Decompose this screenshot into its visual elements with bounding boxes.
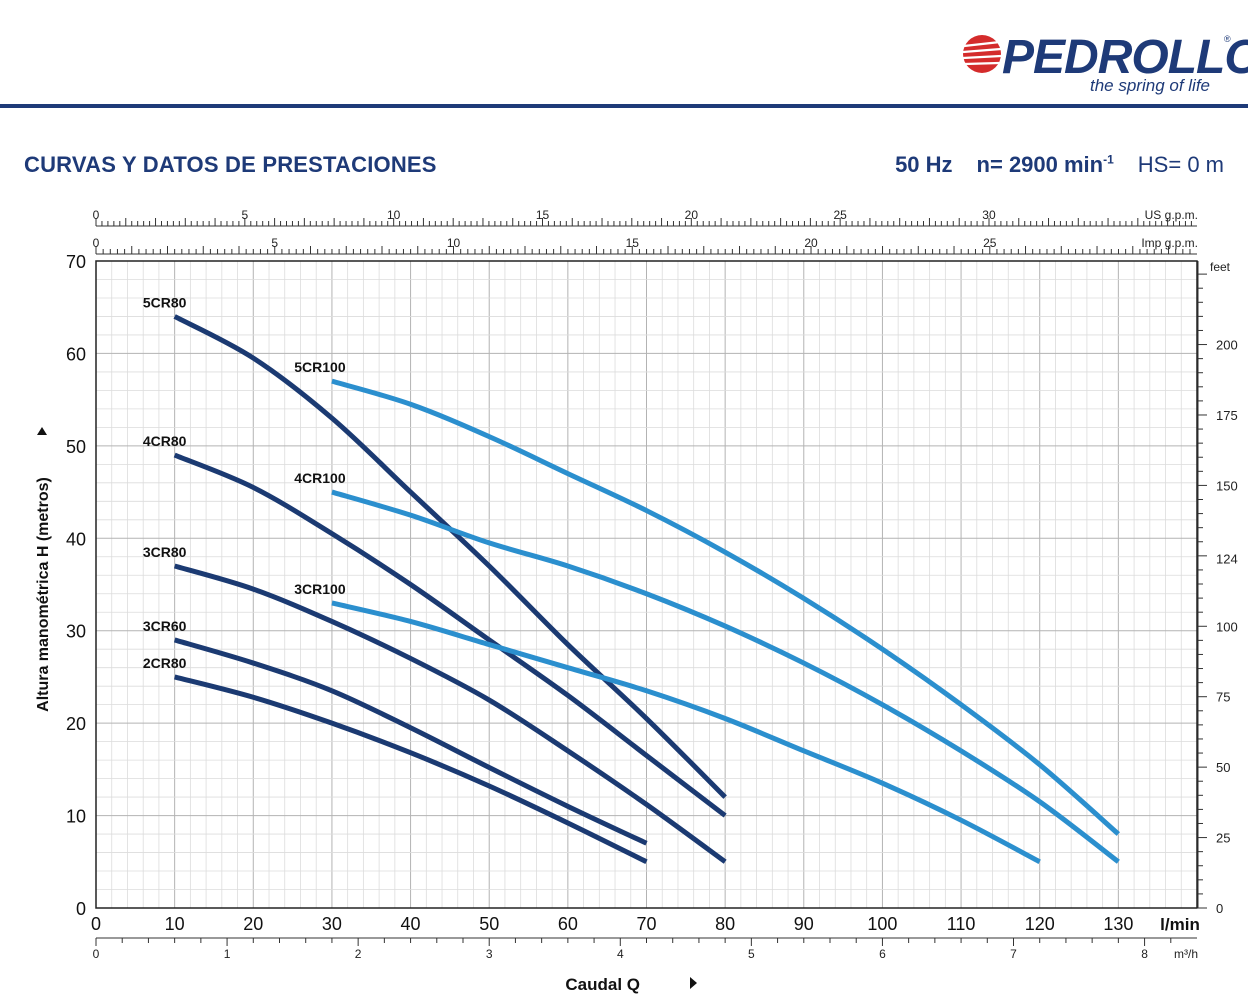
series-line-3cr60: [173, 637, 648, 846]
us-gpm-tick-label: 15: [536, 208, 550, 222]
m3h-tick-label: 7: [1010, 947, 1017, 961]
m3h-tick-label: 3: [486, 947, 493, 961]
series-line-3cr80: [173, 563, 727, 864]
x-tick-label: 120: [1025, 914, 1055, 934]
y-tick-label: 30: [66, 622, 86, 642]
pedrollo-logo-icon: [962, 35, 1002, 73]
us-gpm-tick-label: 0: [93, 208, 100, 222]
grid: [95, 260, 1198, 909]
us-gpm-unit-label: US g.p.m.: [1145, 208, 1198, 222]
x-tick-label: 0: [91, 914, 101, 934]
x-tick-label: 70: [636, 914, 656, 934]
us-gpm-tick-label: 30: [982, 208, 996, 222]
imp-gpm-tick-label: 5: [271, 236, 278, 250]
m3h-tick-label: 8: [1141, 947, 1148, 961]
series-line-4cr100: [331, 489, 1120, 864]
brand-registered-mark: ®: [1224, 34, 1231, 44]
y-tick-label: 0: [76, 899, 86, 919]
series-label-4cr100: 4CR100: [294, 470, 346, 486]
x-tick-label: 100: [867, 914, 897, 934]
feet-tick-label: 124: [1216, 552, 1238, 567]
feet-tick-label: 200: [1216, 338, 1238, 353]
x-tick-label: 90: [794, 914, 814, 934]
y-tick-label: 20: [66, 714, 86, 734]
x-tick-label: 40: [401, 914, 421, 934]
feet-tick-label: 50: [1216, 760, 1230, 775]
x-tick-label: 20: [243, 914, 263, 934]
us-gpm-tick-label: 20: [685, 208, 699, 222]
feet-tick-label: 75: [1216, 690, 1230, 705]
feet-tick-label: 100: [1216, 619, 1238, 634]
imp-gpm-tick-label: 15: [626, 236, 640, 250]
series-line-2cr80: [174, 674, 648, 865]
brand-tagline: the spring of life: [1090, 76, 1211, 95]
series-label-2cr80: 2CR80: [143, 655, 187, 671]
feet-tick-label: 150: [1216, 478, 1238, 493]
y-tick-label: 70: [66, 252, 86, 272]
imp-gpm-tick-label: 0: [93, 236, 100, 250]
m3h-tick-label: 5: [748, 947, 755, 961]
x-tick-label: 130: [1103, 914, 1133, 934]
y-axis-label: Altura manométrica H (metros): [35, 477, 52, 712]
series-line-4cr80: [173, 452, 727, 818]
y-tick-label: 60: [66, 344, 86, 364]
feet-tick-label: 25: [1216, 831, 1230, 846]
x-axis-label: Caudal Q: [565, 975, 640, 994]
m3h-tick-label: 2: [355, 947, 362, 961]
speed-value: n= 2900 min: [976, 152, 1104, 177]
series-label-4cr80: 4CR80: [143, 433, 187, 449]
m3h-unit-label: m³/h: [1174, 947, 1198, 961]
feet-tick-label: 0: [1216, 901, 1223, 916]
x-tick-label: 30: [322, 914, 342, 934]
series-label-5cr80: 5CR80: [143, 294, 187, 310]
m3h-tick-label: 6: [879, 947, 886, 961]
imp-gpm-tick-label: 20: [804, 236, 818, 250]
page-title: CURVAS Y DATOS DE PRESTACIONES: [24, 152, 437, 177]
brand-logo: PEDROLLO ® the spring of life: [960, 30, 1248, 100]
x-unit-label: l/min: [1160, 915, 1200, 934]
us-gpm-tick-label: 5: [241, 208, 248, 222]
series-line-3cr100: [331, 600, 1041, 864]
feet-tick-label: 175: [1216, 408, 1238, 423]
series-label-3cr80: 3CR80: [143, 544, 187, 560]
series-label-5cr100: 5CR100: [294, 359, 346, 375]
us-gpm-tick-label: 10: [387, 208, 401, 222]
frequency: 50 Hz: [895, 152, 953, 177]
m3h-tick-label: 4: [617, 947, 624, 961]
feet-unit-label: feet: [1210, 260, 1231, 274]
header-rule: [0, 104, 1248, 108]
x-tick-label: 110: [947, 914, 976, 934]
series-label-3cr100: 3CR100: [294, 581, 346, 597]
x-axis-arrow-icon: [690, 977, 697, 989]
x-tick-label: 80: [715, 914, 735, 934]
title-row: CURVAS Y DATOS DE PRESTACIONES 50 Hz n= 2…: [24, 148, 1224, 182]
series-line-5cr80: [173, 314, 727, 799]
y-tick-label: 40: [66, 529, 86, 549]
series-label-3cr60: 3CR60: [143, 618, 187, 634]
x-tick-label: 50: [479, 914, 499, 934]
x-tick-label: 10: [165, 914, 185, 934]
y-tick-label: 10: [66, 807, 86, 827]
m3h-tick-label: 0: [93, 947, 100, 961]
suction-height: HS= 0 m: [1137, 152, 1224, 177]
m3h-tick-label: 1: [224, 947, 231, 961]
x-tick-label: 60: [558, 914, 578, 934]
imp-gpm-unit-label: Imp g.p.m.: [1141, 236, 1198, 250]
y-axis-arrow-icon: [37, 427, 47, 435]
y-tick-label: 50: [66, 437, 86, 457]
speed-exponent: -1: [1103, 152, 1114, 167]
us-gpm-tick-label: 25: [833, 208, 847, 222]
speed: n= 2900 min-1: [977, 152, 1114, 177]
plot-frame: [95, 260, 1198, 909]
operating-conditions: 50 Hz n= 2900 min-1 HS= 0 m: [895, 152, 1224, 178]
series-line-5cr100: [331, 378, 1121, 836]
imp-gpm-tick-label: 25: [983, 236, 997, 250]
brand-name: PEDROLLO: [1002, 31, 1248, 84]
imp-gpm-tick-label: 10: [447, 236, 461, 250]
